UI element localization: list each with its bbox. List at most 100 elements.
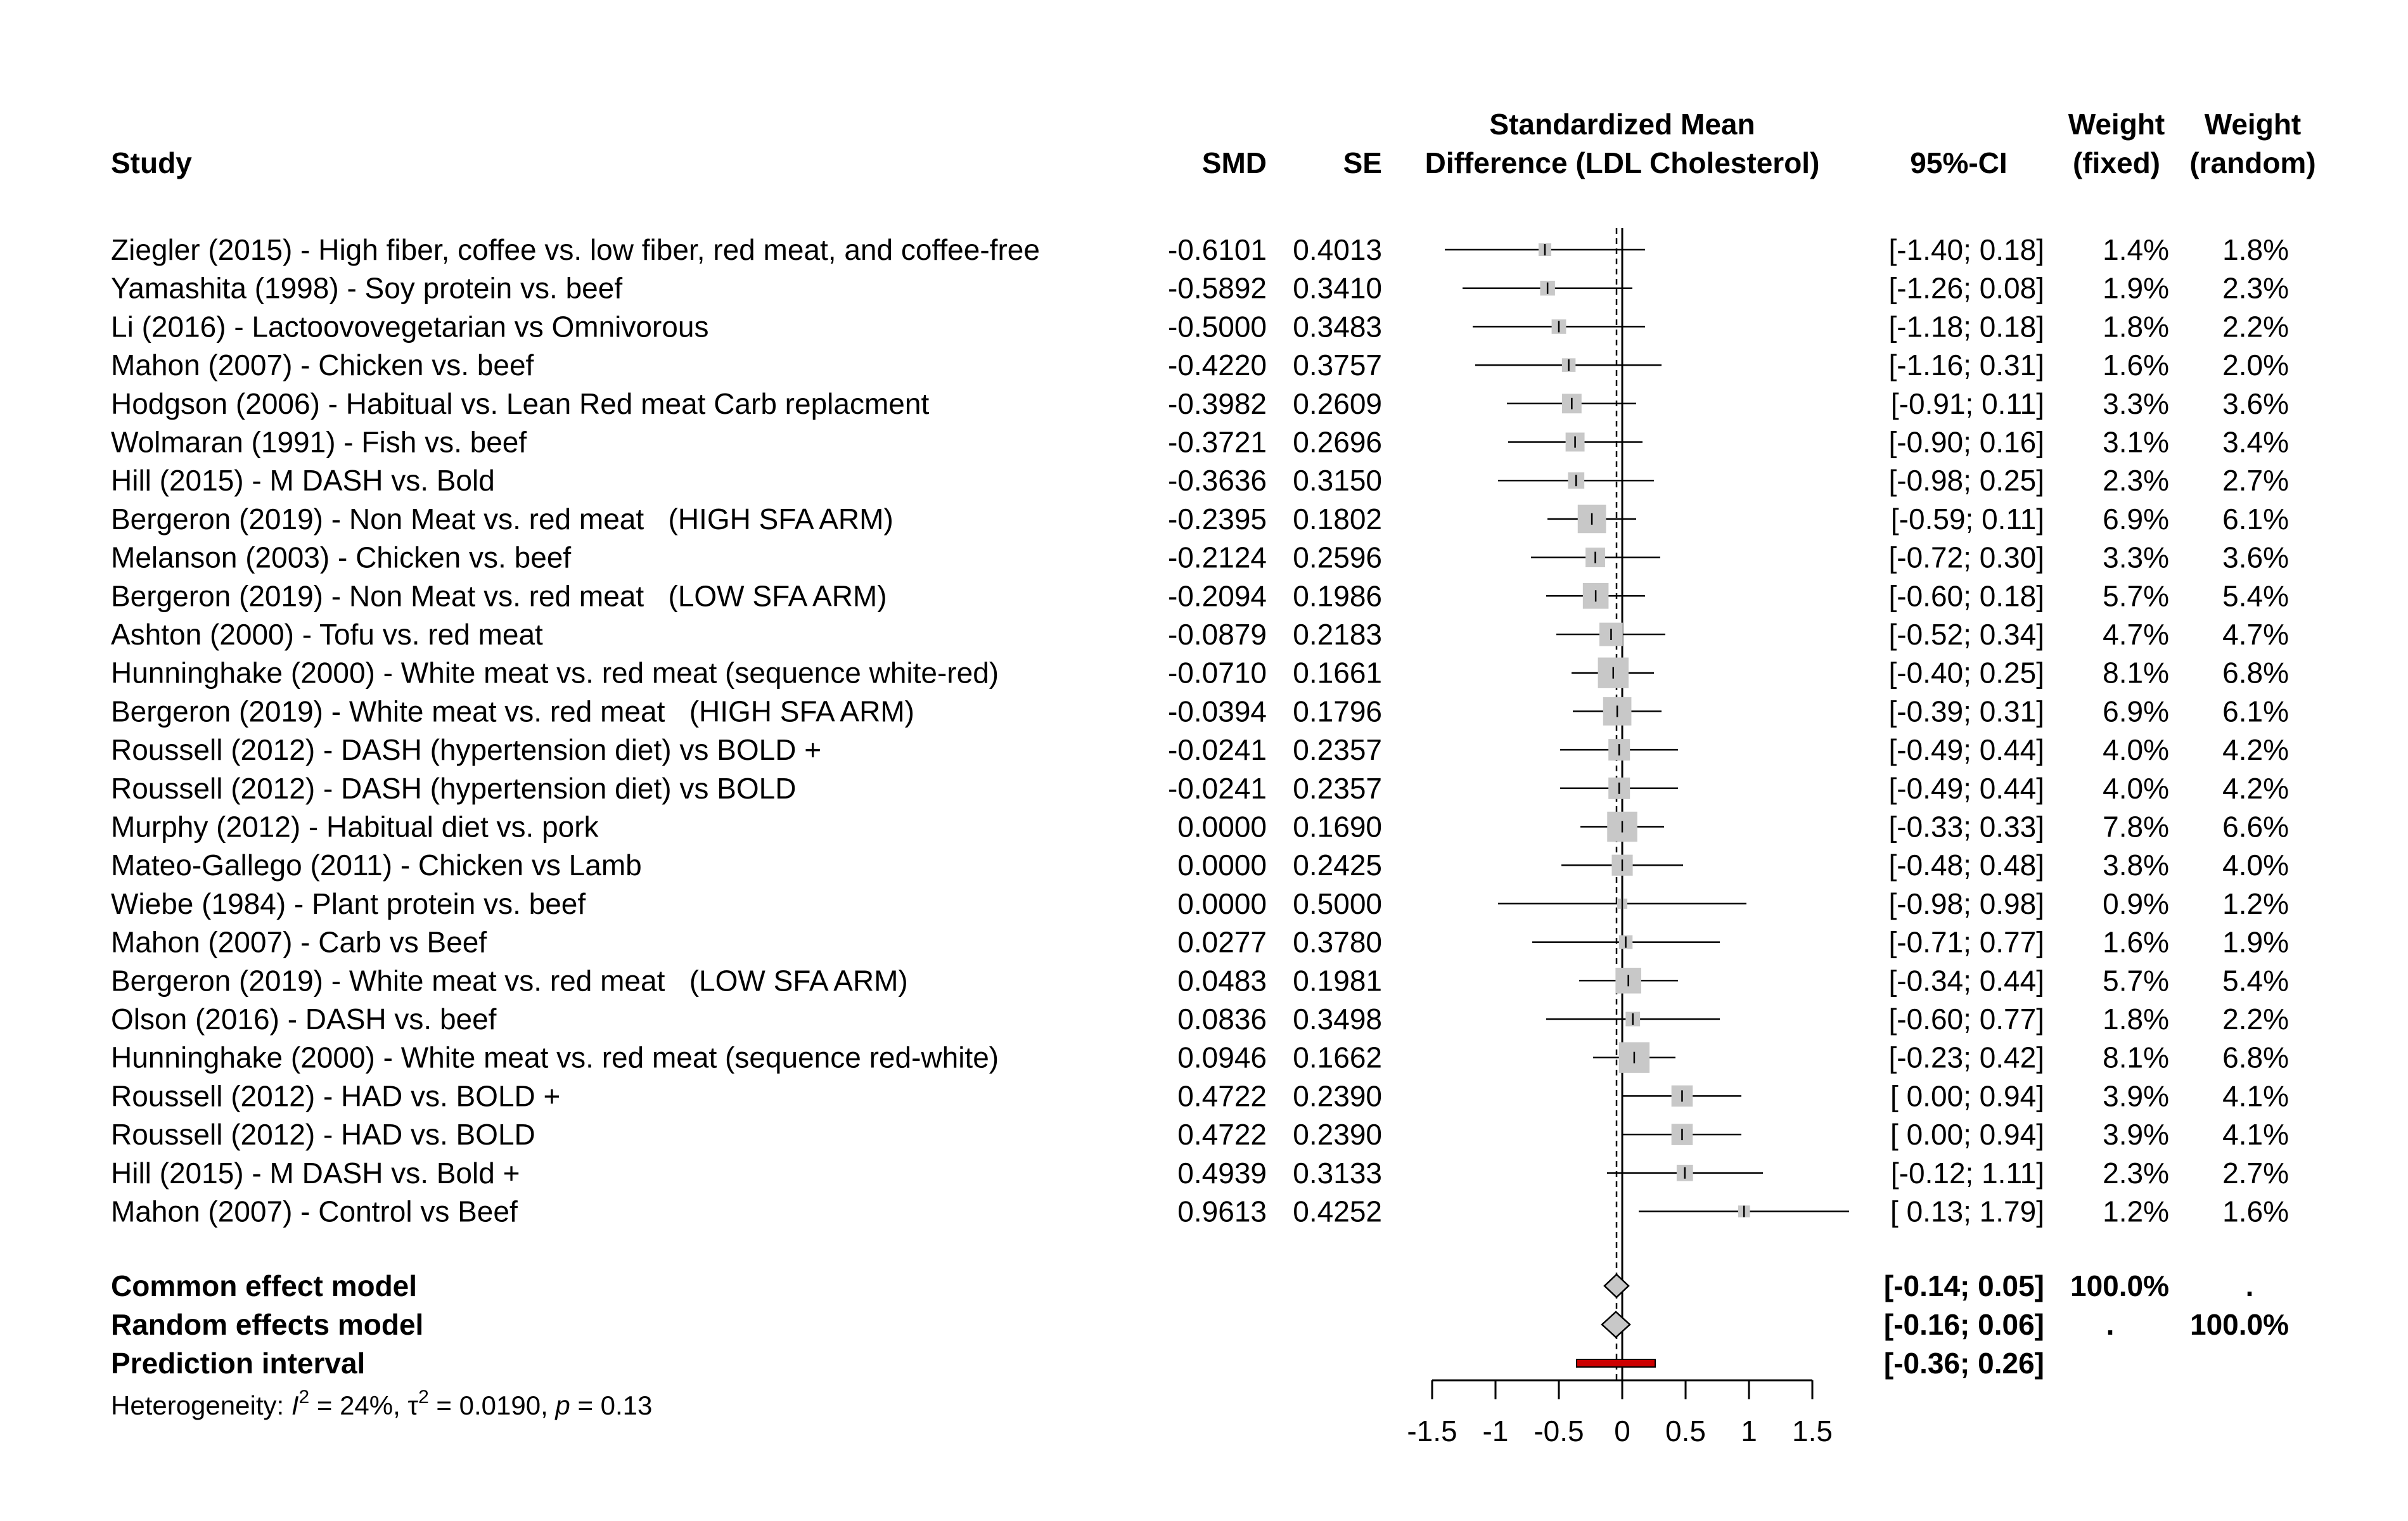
study-row: Bergeron (2019) - Non Meat vs. red meat … bbox=[111, 503, 2289, 536]
study-row: Roussell (2012) - DASH (hypertension die… bbox=[111, 733, 2289, 766]
study-ci: [-0.40; 0.25] bbox=[1889, 657, 2045, 690]
study-smd: -0.2395 bbox=[1168, 503, 1267, 536]
study-weight-fixed: 8.1% bbox=[2103, 1041, 2169, 1074]
study-se: 0.3133 bbox=[1293, 1157, 1382, 1190]
study-weight-random: 5.4% bbox=[2222, 579, 2289, 612]
study-weight-fixed: 3.1% bbox=[2103, 426, 2169, 459]
study-weight-random: 6.8% bbox=[2222, 657, 2289, 690]
x-tick-label: -0.5 bbox=[1534, 1415, 1584, 1447]
study-ci: [ 0.00; 0.94] bbox=[1890, 1079, 2044, 1112]
header-plot-line2: Difference (LDL Cholesterol) bbox=[1425, 146, 1820, 179]
study-name: Melanson (2003) - Chicken vs. beef bbox=[111, 541, 571, 574]
random-effects-diamond bbox=[1601, 1311, 1631, 1338]
column-headers: Study SMD SE Standardized Mean Difference (L… bbox=[111, 108, 2316, 179]
study-ci: [-0.98; 0.98] bbox=[1889, 887, 2045, 920]
study-weight-fixed: 3.3% bbox=[2103, 387, 2169, 420]
study-name: Mateo-Gallego (2011) - Chicken vs Lamb bbox=[111, 849, 642, 882]
study-se: 0.1690 bbox=[1293, 811, 1382, 844]
study-se: 0.1986 bbox=[1293, 579, 1382, 612]
study-weight-random: 5.4% bbox=[2222, 964, 2289, 997]
study-ci: [-0.59; 0.11] bbox=[1891, 503, 2044, 536]
study-row: Bergeron (2019) - White meat vs. red mea… bbox=[111, 695, 2289, 728]
study-weight-random: 3.6% bbox=[2222, 387, 2289, 420]
study-weight-fixed: 3.3% bbox=[2103, 541, 2169, 574]
x-tick-label: -1.5 bbox=[1407, 1415, 1457, 1447]
study-name: Roussell (2012) - HAD vs. BOLD bbox=[111, 1118, 535, 1151]
x-tick-label: 0.5 bbox=[1665, 1415, 1706, 1447]
prediction-interval-label: Prediction interval bbox=[111, 1347, 365, 1380]
study-weight-random: 1.8% bbox=[2222, 233, 2289, 266]
study-se: 0.2609 bbox=[1293, 387, 1382, 420]
study-row: Hill (2015) - M DASH vs. Bold -0.3636 0.31… bbox=[111, 464, 2289, 497]
study-weight-random: 1.2% bbox=[2222, 887, 2289, 920]
study-ci: [-0.60; 0.18] bbox=[1889, 579, 2045, 612]
study-ci: [ 0.00; 0.94] bbox=[1890, 1118, 2044, 1151]
study-row: Olson (2016) - DASH vs. beef 0.0836 0.3498… bbox=[111, 1003, 2289, 1036]
x-tick-label: -1 bbox=[1483, 1415, 1509, 1447]
study-weight-fixed: 2.3% bbox=[2103, 1157, 2169, 1190]
study-name: Hill (2015) - M DASH vs. Bold + bbox=[111, 1157, 520, 1190]
study-row: Roussell (2012) - HAD vs. BOLD + 0.4722 0.… bbox=[111, 1079, 2289, 1112]
study-row: Li (2016) - Lactoovovegetarian vs Omnivo… bbox=[111, 310, 2289, 343]
study-ci: [-1.18; 0.18] bbox=[1889, 310, 2045, 343]
study-ci: [-0.98; 0.25] bbox=[1889, 464, 2045, 497]
study-ci: [-1.40; 0.18] bbox=[1889, 233, 2045, 266]
study-name: Yamashita (1998) - Soy protein vs. beef bbox=[111, 272, 622, 305]
study-weight-fixed: 1.6% bbox=[2103, 349, 2169, 382]
header-se: SE bbox=[1343, 146, 1382, 179]
study-ci: [-0.12; 1.11] bbox=[1891, 1157, 2044, 1190]
study-smd: -0.4220 bbox=[1168, 349, 1267, 382]
study-se: 0.1981 bbox=[1293, 964, 1382, 997]
study-name: Hill (2015) - M DASH vs. Bold bbox=[111, 464, 495, 497]
study-weight-random: 4.0% bbox=[2222, 849, 2289, 882]
heterogeneity-note: Heterogeneity: I2 = 24%, τ2 = 0.0190, p … bbox=[111, 1387, 652, 1420]
study-se: 0.3498 bbox=[1293, 1003, 1382, 1036]
header-weight-fixed-line1: Weight bbox=[2068, 108, 2165, 141]
common-effect-weight-fixed: 100.0% bbox=[2070, 1269, 2169, 1302]
study-weight-fixed: 1.6% bbox=[2103, 926, 2169, 959]
study-name: Mahon (2007) - Chicken vs. beef bbox=[111, 349, 534, 382]
header-plot-line1: Standardized Mean bbox=[1489, 108, 1755, 141]
heterogeneity-text: Heterogeneity: I2 = 24%, τ2 = 0.0190, p … bbox=[111, 1387, 652, 1420]
study-row: Mateo-Gallego (2011) - Chicken vs Lamb 0.… bbox=[111, 849, 2289, 882]
study-weight-fixed: 1.2% bbox=[2103, 1195, 2169, 1228]
study-row: Yamashita (1998) - Soy protein vs. beef -… bbox=[111, 272, 2289, 305]
study-se: 0.4252 bbox=[1293, 1195, 1382, 1228]
study-ci: [-0.60; 0.77] bbox=[1889, 1003, 2045, 1036]
study-row: Melanson (2003) - Chicken vs. beef -0.212… bbox=[111, 541, 2289, 574]
header-study: Study bbox=[111, 146, 192, 179]
study-weight-random: 4.7% bbox=[2222, 618, 2289, 651]
study-smd: 0.0836 bbox=[1177, 1003, 1267, 1036]
study-smd: -0.3636 bbox=[1168, 464, 1267, 497]
header-weight-fixed-line2: (fixed) bbox=[2073, 146, 2160, 179]
study-se: 0.1802 bbox=[1293, 503, 1382, 536]
study-row: Hill (2015) - M DASH vs. Bold + 0.4939 0.3… bbox=[111, 1157, 2289, 1190]
study-se: 0.2183 bbox=[1293, 618, 1382, 651]
study-row: Wolmaran (1991) - Fish vs. beef -0.3721 0.… bbox=[111, 426, 2289, 459]
study-weight-random: 2.7% bbox=[2222, 464, 2289, 497]
study-se: 0.1796 bbox=[1293, 695, 1382, 728]
study-ci: [-0.48; 0.48] bbox=[1889, 849, 2045, 882]
study-weight-fixed: 3.9% bbox=[2103, 1079, 2169, 1112]
study-weight-random: 4.1% bbox=[2222, 1118, 2289, 1151]
random-effects-weight-fixed: . bbox=[2106, 1308, 2115, 1341]
study-name: Wiebe (1984) - Plant protein vs. beef bbox=[111, 887, 586, 920]
study-name: Murphy (2012) - Habitual diet vs. pork bbox=[111, 811, 599, 844]
study-ci: [ 0.13; 1.79] bbox=[1890, 1195, 2044, 1228]
study-smd: 0.0277 bbox=[1177, 926, 1267, 959]
study-ci: [-0.49; 0.44] bbox=[1889, 733, 2045, 766]
header-weight-random-line1: Weight bbox=[2205, 108, 2301, 141]
study-row: Roussell (2012) - DASH (hypertension die… bbox=[111, 772, 2289, 805]
study-row: Hunninghake (2000) - White meat vs. red … bbox=[111, 657, 2289, 690]
study-name: Olson (2016) - DASH vs. beef bbox=[111, 1003, 497, 1036]
prediction-interval-ci: [-0.36; 0.26] bbox=[1884, 1347, 2044, 1380]
common-effect-ci: [-0.14; 0.05] bbox=[1884, 1269, 2044, 1302]
common-effect-weight-random: . bbox=[2246, 1269, 2254, 1302]
header-smd: SMD bbox=[1202, 146, 1267, 179]
study-se: 0.4013 bbox=[1293, 233, 1382, 266]
study-name: Bergeron (2019) - White meat vs. red mea… bbox=[111, 964, 908, 997]
study-ci: [-0.90; 0.16] bbox=[1889, 426, 2045, 459]
study-name: Bergeron (2019) - Non Meat vs. red meat … bbox=[111, 503, 893, 536]
study-name: Hunninghake (2000) - White meat vs. red … bbox=[111, 657, 999, 690]
study-row: Ziegler (2015) - High fiber, coffee vs. … bbox=[111, 233, 2289, 266]
